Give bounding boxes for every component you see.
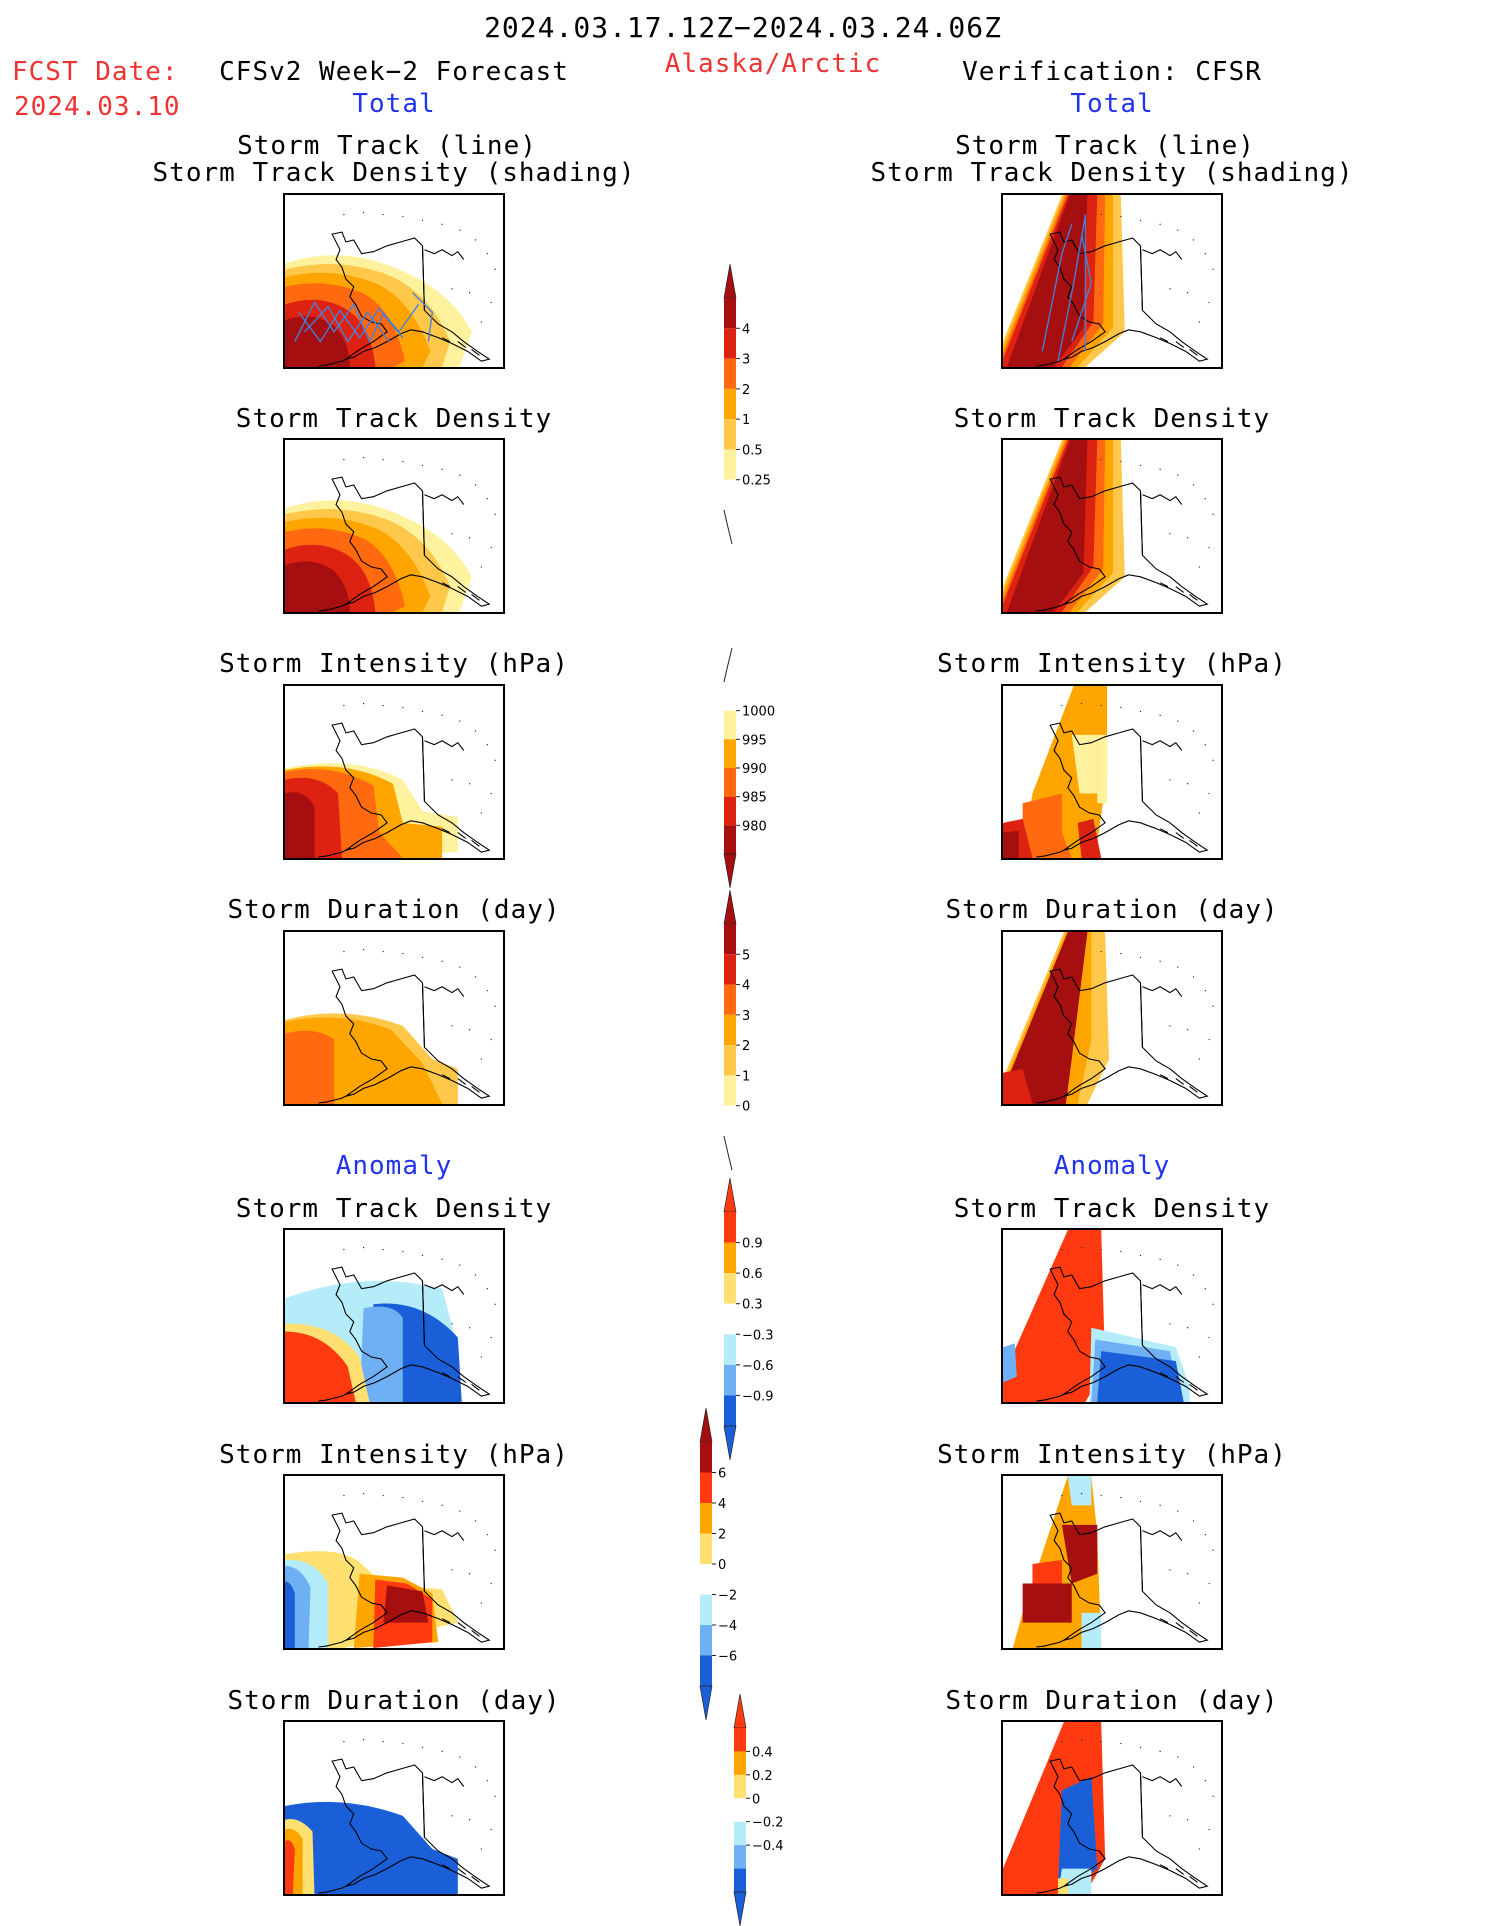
colorbar-tick-label: 0.9 [742,1237,763,1252]
colorbar-tick-label: −0.3 [742,1328,774,1343]
verification-density-anomaly-title: Storm Track Density [953,1194,1271,1224]
colorbar-tick-label: −0.2 [752,1816,784,1831]
colorbar-tick-label: −0.4 [752,1839,784,1854]
forecast-intensity-map [283,684,505,860]
forecast-anomaly-label: Anomaly [335,1151,453,1181]
verification-duration-anomaly-title: Storm Duration (day) [945,1686,1279,1716]
verification-density-title: Storm Track Density [953,404,1271,434]
forecast-column-title: CFSv2 Week−2 Forecast [219,57,569,87]
colorbar-tick-label: 980 [742,819,767,834]
density-total-colorbar: 4 3 2 1 0.5 0.25 [723,263,804,545]
colorbar-tick-label: 1 [742,413,750,428]
colorbar-tick-label: −0.6 [742,1359,774,1374]
colorbar-tick-label: 6 [718,1467,726,1482]
date-range-title: 2024.03.17.12Z−2024.03.24.06Z [484,11,1002,44]
fcst-date-label: FCST Date: [12,57,179,87]
colorbar-tick-label: 0.4 [752,1745,773,1760]
colorbar-tick-label: −6 [718,1650,737,1665]
colorbar-tick-label: 2 [742,383,750,398]
verification-anomaly-label: Anomaly [1053,1151,1171,1181]
density-anomaly-colorbar: 0.9 0.6 0.3 −0.3 −0.6 −0.9 [723,1177,804,1461]
verification-track-line-title: Storm Track (line) [955,131,1255,161]
region-title: Alaska/Arctic [664,49,882,79]
verification-track-shading-title: Storm Track Density (shading) [870,158,1354,188]
colorbar-tick-label: 0 [752,1792,760,1807]
verification-density-map [1001,438,1223,614]
verification-intensity-anomaly-map [1001,1474,1223,1650]
colorbar-tick-label: −2 [718,1589,737,1604]
forecast-intensity-anomaly-title: Storm Intensity (hPa) [219,1440,569,1470]
verification-total-label: Total [1070,89,1154,119]
verification-storm-track-map [1001,193,1223,369]
colorbar-tick-label: 985 [742,791,767,806]
forecast-track-line-title: Storm Track (line) [237,131,537,161]
colorbar-tick-label: 990 [742,762,767,777]
forecast-duration-anomaly-map [283,1720,505,1896]
verification-density-anomaly-map [1001,1228,1223,1404]
forecast-density-title: Storm Track Density [235,404,553,434]
forecast-density-anomaly-map [283,1228,505,1404]
intensity-total-colorbar: 1000 995 990 985 980 [723,647,804,889]
forecast-density-anomaly-title: Storm Track Density [235,1194,553,1224]
colorbar-tick-label: 3 [742,1009,750,1024]
forecast-storm-track-map [283,193,505,369]
colorbar-tick-label: 4 [742,322,750,337]
colorbar-tick-label: 3 [742,353,750,368]
intensity-anomaly-colorbar: 6 4 2 0 −2 −4 −6 [699,1407,780,1721]
colorbar-tick-label: 0 [742,1100,750,1115]
colorbar-tick-label: 0 [718,1558,726,1573]
forecast-density-map [283,438,505,614]
colorbar-tick-label: 4 [742,979,750,994]
colorbar-tick-label: 0.6 [742,1267,763,1282]
colorbar-tick-label: 1000 [742,705,775,720]
colorbar-tick-label: −4 [718,1619,737,1634]
fcst-date-value: 2024.03.10 [14,92,181,122]
forecast-intensity-title: Storm Intensity (hPa) [219,649,569,679]
forecast-track-shading-title: Storm Track Density (shading) [152,158,636,188]
verification-column-title: Verification: CFSR [962,57,1262,87]
colorbar-tick-label: 995 [742,733,767,748]
colorbar-tick-label: −0.9 [742,1389,774,1404]
forecast-duration-title: Storm Duration (day) [227,895,561,925]
verification-intensity-title: Storm Intensity (hPa) [937,649,1287,679]
colorbar-tick-label: 2 [742,1039,750,1054]
forecast-intensity-anomaly-map [283,1474,505,1650]
colorbar-tick-label: 1 [742,1069,750,1084]
forecast-duration-map [283,930,505,1106]
colorbar-tick-label: 2 [718,1528,726,1543]
verification-duration-anomaly-map [1001,1720,1223,1896]
colorbar-tick-label: 0.5 [742,443,763,458]
colorbar-tick-label: 0.25 [742,474,771,489]
verification-duration-title: Storm Duration (day) [945,895,1279,925]
forecast-total-label: Total [352,89,436,119]
duration-total-colorbar: 5 4 3 2 1 0 [723,889,804,1171]
verification-intensity-map [1001,684,1223,860]
verification-duration-map [1001,930,1223,1106]
colorbar-tick-label: 4 [718,1497,726,1512]
verification-intensity-anomaly-title: Storm Intensity (hPa) [937,1440,1287,1470]
colorbar-tick-label: 0.2 [752,1769,773,1784]
colorbar-tick-label: 0.3 [742,1298,763,1313]
forecast-duration-anomaly-title: Storm Duration (day) [227,1686,561,1716]
duration-anomaly-colorbar: 0.4 0.2 0 −0.2 −0.4 [733,1693,814,1926]
colorbar-tick-label: 5 [742,948,750,963]
